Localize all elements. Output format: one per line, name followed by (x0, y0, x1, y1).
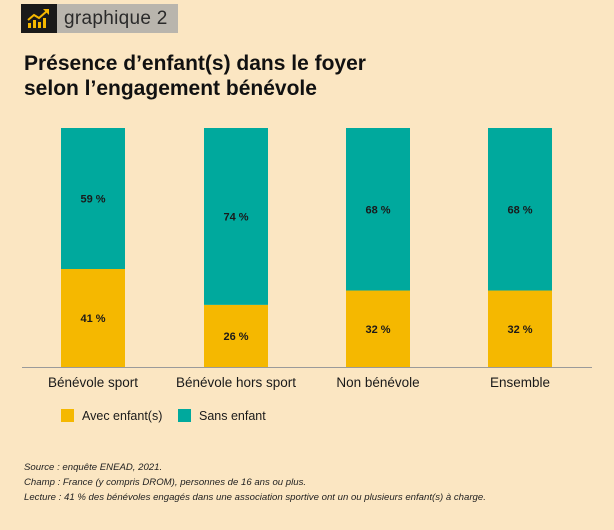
header-tag: graphique 2 (21, 4, 178, 33)
data-label: 68 % (365, 204, 390, 216)
champ-note: Champ : France (y compris DROM), personn… (24, 477, 307, 488)
data-label: 32 % (507, 324, 532, 336)
bar-segment (346, 290, 410, 367)
bar-segment (204, 304, 268, 367)
legend-label: Sans enfant (199, 409, 266, 423)
chart-title: Présence d’enfant(s) dans le foyer selon… (24, 51, 584, 101)
trend-chart-icon (21, 4, 57, 33)
bar-segment (61, 128, 125, 270)
bar-segment (488, 290, 552, 367)
chart-title-line: Présence d’enfant(s) dans le foyer (24, 52, 366, 75)
category-label: Ensemble (490, 375, 550, 390)
category-label: Bénévole hors sport (176, 375, 296, 390)
legend-swatch (178, 409, 191, 422)
figure-label: graphique 2 (57, 4, 178, 33)
category-label: Non bénévole (336, 375, 419, 390)
data-label: 59 % (80, 194, 105, 206)
lecture-note: Lecture : 41 % des bénévoles engagés dan… (24, 492, 486, 503)
bar-segment (346, 128, 410, 291)
bar-segment (488, 128, 552, 291)
chart-notes: Source : enquête ENEAD, 2021. Champ : Fr… (24, 460, 604, 505)
source-note: Source : enquête ENEAD, 2021. (24, 462, 163, 473)
data-label: 41 % (80, 313, 105, 325)
legend-label: Avec enfant(s) (82, 409, 162, 423)
data-label: 32 % (365, 324, 390, 336)
bar-segment (61, 269, 125, 367)
category-label: Bénévole sport (48, 375, 138, 390)
data-label: 68 % (507, 204, 532, 216)
legend-swatch (61, 409, 74, 422)
chart-title-line: selon l’engagement bénévole (24, 77, 317, 100)
stacked-bar-chart: 41 % 59 % Bénévole sport 26 % 74 % Bénévole h… (22, 128, 592, 423)
data-label: 26 % (223, 331, 248, 343)
bar-segment (204, 128, 268, 305)
data-label: 74 % (223, 211, 248, 223)
